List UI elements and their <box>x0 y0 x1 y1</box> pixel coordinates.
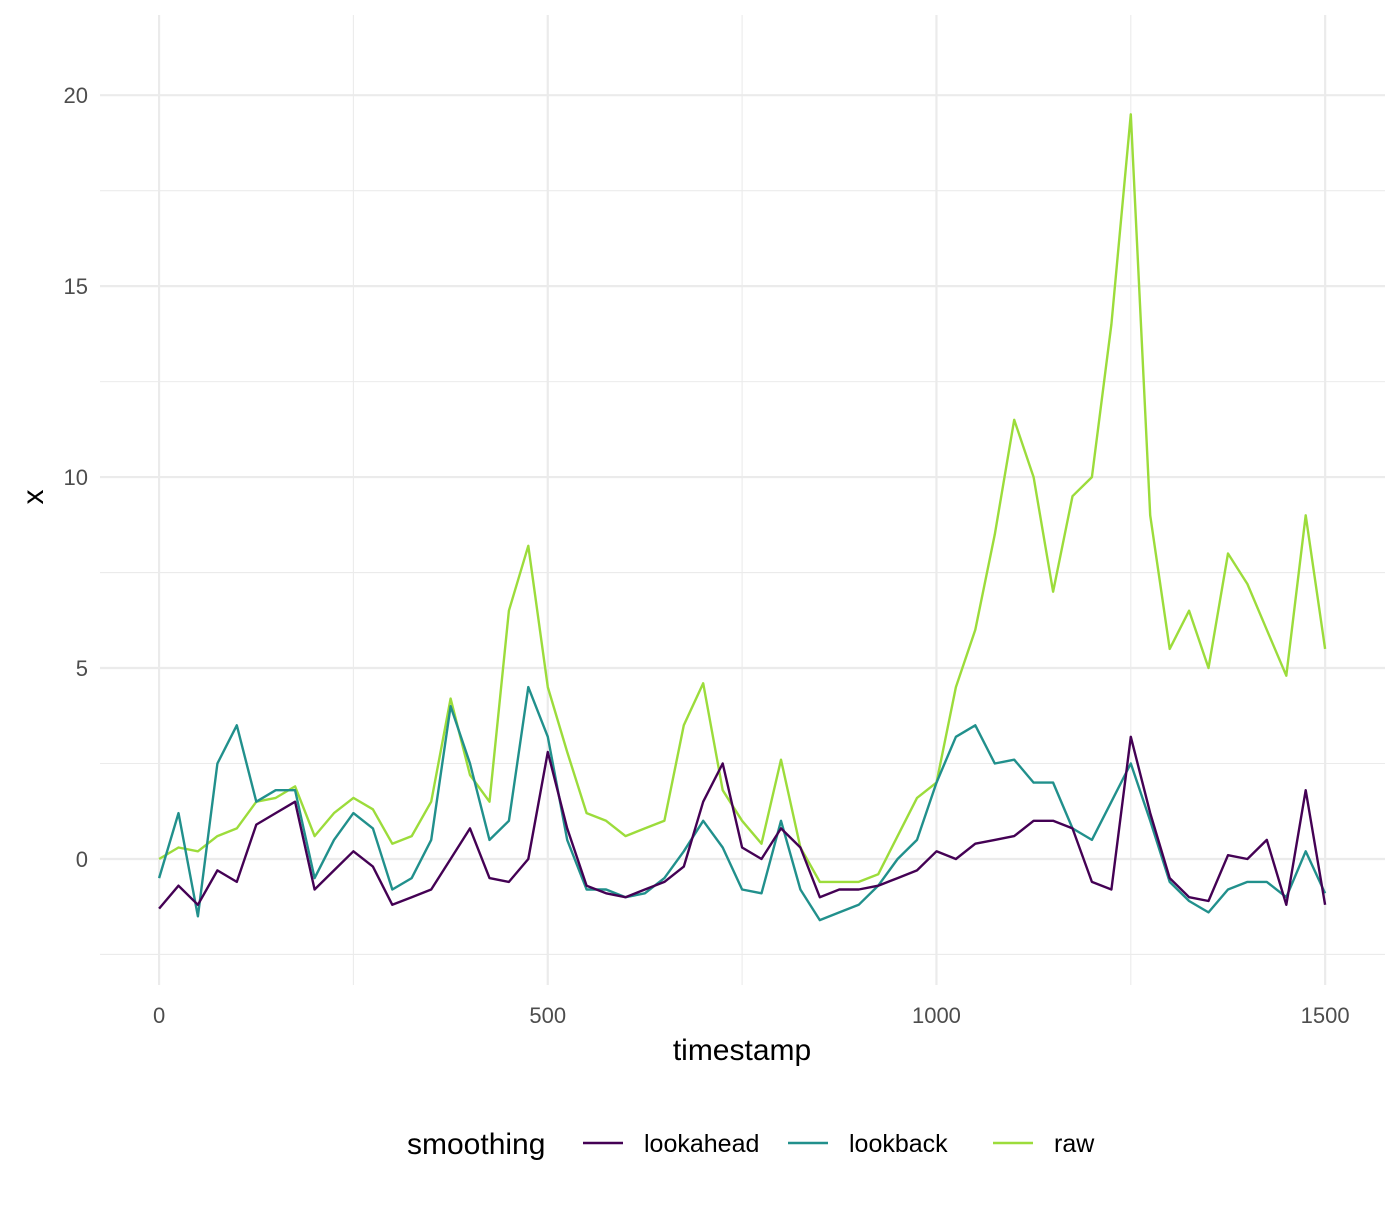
series-line-raw <box>158 113 1327 884</box>
x-tick-labels: 0 500 1000 1500 <box>153 1003 1350 1028</box>
y-tick-label: 5 <box>76 656 88 681</box>
legend-label-lookback: lookback <box>849 1130 948 1158</box>
y-tick-labels: 0 5 10 15 20 <box>64 83 88 872</box>
y-tick-label: 20 <box>64 83 88 108</box>
legend-label-raw: raw <box>1054 1130 1095 1158</box>
legend: smoothing lookahead lookback raw <box>407 1128 1095 1161</box>
x-tick-label: 1000 <box>912 1003 961 1028</box>
x-axis-label: timestamp <box>673 1034 811 1067</box>
y-axis-label: x <box>17 490 50 505</box>
grid-minor <box>100 15 1385 985</box>
legend-label-lookahead: lookahead <box>644 1130 759 1158</box>
series-line-lookahead <box>158 735 1327 910</box>
series-line-lookback <box>157 685 1327 922</box>
y-tick-label: 15 <box>64 274 88 299</box>
x-tick-label: 0 <box>153 1003 165 1028</box>
series-lines <box>157 113 1327 922</box>
y-tick-label: 0 <box>76 847 88 872</box>
grid-major <box>100 15 1385 985</box>
legend-title: smoothing <box>407 1128 545 1161</box>
x-tick-label: 500 <box>529 1003 566 1028</box>
x-tick-label: 1500 <box>1301 1003 1350 1028</box>
y-tick-label: 10 <box>64 465 88 490</box>
